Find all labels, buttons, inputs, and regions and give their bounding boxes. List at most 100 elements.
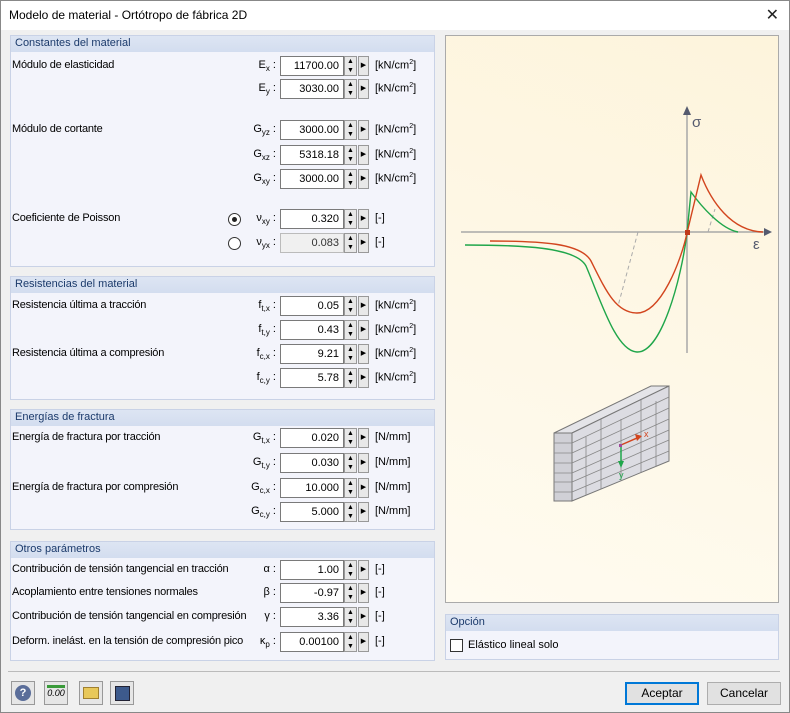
symbol: G [253, 123, 262, 135]
field-symbol: β : [263, 586, 276, 598]
field-symbol: fc,x : [256, 347, 276, 362]
field-symbol: Ex : [258, 59, 276, 74]
input-fcy[interactable]: 5.78 [280, 368, 344, 388]
menu-arrow-icon[interactable]: ▶ [358, 56, 369, 76]
spinner-row31[interactable]: ▲ ▼ [344, 583, 357, 603]
input-gxz[interactable]: 5318.18 [280, 145, 344, 165]
close-icon[interactable]: ✕ [765, 7, 779, 24]
unit-text: [kN/cm [375, 347, 410, 360]
unit-text: [kN/cm [375, 123, 410, 136]
unit-label: [N/mm] [375, 481, 410, 493]
input-gty[interactable]: 0.030 [280, 453, 344, 473]
linear-elastic-label[interactable]: Elástico lineal solo [468, 639, 559, 651]
spinner-row32[interactable]: ▲ ▼ [344, 607, 357, 627]
spinner-xy[interactable]: ▲ ▼ [344, 209, 357, 229]
menu-arrow-icon[interactable]: ▶ [358, 560, 369, 580]
help-button[interactable]: ? [11, 681, 35, 705]
spinner-fcx[interactable]: ▲ ▼ [344, 344, 357, 364]
unit-text: [kN/cm [375, 82, 410, 95]
symbol-subscript: xz [261, 153, 270, 163]
spinner-gxz[interactable]: ▲ ▼ [344, 145, 357, 165]
spinner-ey[interactable]: ▲ ▼ [344, 79, 357, 99]
spinner-gxy[interactable]: ▲ ▼ [344, 169, 357, 189]
spinner-gcx[interactable]: ▲ ▼ [344, 478, 357, 498]
input-fcx[interactable]: 9.21 [280, 344, 344, 364]
field-label: Contribución de tensión tangencial en tr… [12, 563, 229, 575]
input-gtx[interactable]: 0.020 [280, 428, 344, 448]
input-gyz[interactable]: 3000.00 [280, 120, 344, 140]
input-gxy[interactable]: 3000.00 [280, 169, 344, 189]
input-p[interactable]: 0.00100 [280, 632, 344, 652]
unit-exponent: 2 [409, 299, 414, 306]
spinner-yx[interactable]: ▲ ▼ [344, 233, 357, 253]
diagram-panel: σ ε x y [445, 35, 779, 603]
symbol-subscript: yx [261, 241, 270, 251]
input-gcy[interactable]: 5.000 [280, 502, 344, 522]
menu-arrow-icon[interactable]: ▶ [358, 233, 369, 253]
input-row30[interactable]: 1.00 [280, 560, 344, 580]
spinner-gcy[interactable]: ▲ ▼ [344, 502, 357, 522]
spinner-gty[interactable]: ▲ ▼ [344, 453, 357, 473]
symbol-subscript: t,y [261, 328, 270, 338]
units-button[interactable]: 0.00 [44, 681, 68, 705]
menu-arrow-icon[interactable]: ▶ [358, 145, 369, 165]
unit-label: [kN/cm2] [375, 82, 417, 95]
field-label: Deform. inelást. en la tensión de compre… [12, 635, 244, 647]
spinner-gyz[interactable]: ▲ ▼ [344, 120, 357, 140]
menu-arrow-icon[interactable]: ▶ [358, 368, 369, 388]
menu-arrow-icon[interactable]: ▶ [358, 632, 369, 652]
menu-arrow-icon[interactable]: ▶ [358, 79, 369, 99]
radio-yx[interactable] [228, 237, 241, 250]
input-xy[interactable]: 0.320 [280, 209, 344, 229]
radio-xy[interactable] [228, 213, 241, 226]
menu-arrow-icon[interactable]: ▶ [358, 478, 369, 498]
input-fty[interactable]: 0.43 [280, 320, 344, 340]
field-label: Coeficiente de Poisson [12, 212, 121, 224]
field-label: Resistencia última a tracción [12, 299, 147, 311]
unit-text: [kN/cm [375, 299, 410, 312]
menu-arrow-icon[interactable]: ▶ [358, 502, 369, 522]
spinner-p[interactable]: ▲ ▼ [344, 632, 357, 652]
menu-arrow-icon[interactable]: ▶ [358, 583, 369, 603]
menu-arrow-icon[interactable]: ▶ [358, 453, 369, 473]
symbol: κ [259, 635, 266, 647]
input-yx: 0.083 [280, 233, 344, 253]
menu-arrow-icon[interactable]: ▶ [358, 320, 369, 340]
menu-arrow-icon[interactable]: ▶ [358, 169, 369, 189]
unit-label: [kN/cm2] [375, 59, 417, 72]
menu-arrow-icon[interactable]: ▶ [358, 428, 369, 448]
cancel-button[interactable]: Cancelar [707, 682, 781, 705]
unit-text: [-] [375, 635, 385, 647]
menu-arrow-icon[interactable]: ▶ [358, 344, 369, 364]
field-label: Resistencia última a compresión [12, 347, 165, 359]
unit-label: [kN/cm2] [375, 148, 417, 161]
input-row32[interactable]: 3.36 [280, 607, 344, 627]
symbol-subscript: t,x [261, 436, 270, 446]
unit-text: [kN/cm [375, 172, 410, 185]
spinner-ftx[interactable]: ▲ ▼ [344, 296, 357, 316]
footer-divider [8, 671, 780, 672]
unit-exponent: 2 [409, 347, 414, 354]
menu-arrow-icon[interactable]: ▶ [358, 296, 369, 316]
input-ftx[interactable]: 0.05 [280, 296, 344, 316]
input-row31[interactable]: -0.97 [280, 583, 344, 603]
menu-arrow-icon[interactable]: ▶ [358, 120, 369, 140]
ok-button[interactable]: Aceptar [625, 682, 699, 705]
spinner-ex[interactable]: ▲ ▼ [344, 56, 357, 76]
spinner-fty[interactable]: ▲ ▼ [344, 320, 357, 340]
unit-exponent: 2 [409, 323, 414, 330]
spinner-fcy[interactable]: ▲ ▼ [344, 368, 357, 388]
spinner-gtx[interactable]: ▲ ▼ [344, 428, 357, 448]
input-gcx[interactable]: 10.000 [280, 478, 344, 498]
spinner-row30[interactable]: ▲ ▼ [344, 560, 357, 580]
curve-green [464, 190, 739, 353]
unit-text: [-] [375, 610, 385, 622]
open-button[interactable] [79, 681, 103, 705]
open-icon [83, 687, 99, 699]
input-ex[interactable]: 11700.00 [280, 56, 344, 76]
menu-arrow-icon[interactable]: ▶ [358, 607, 369, 627]
menu-arrow-icon[interactable]: ▶ [358, 209, 369, 229]
save-button[interactable] [110, 681, 134, 705]
linear-elastic-checkbox[interactable] [450, 639, 463, 652]
input-ey[interactable]: 3030.00 [280, 79, 344, 99]
